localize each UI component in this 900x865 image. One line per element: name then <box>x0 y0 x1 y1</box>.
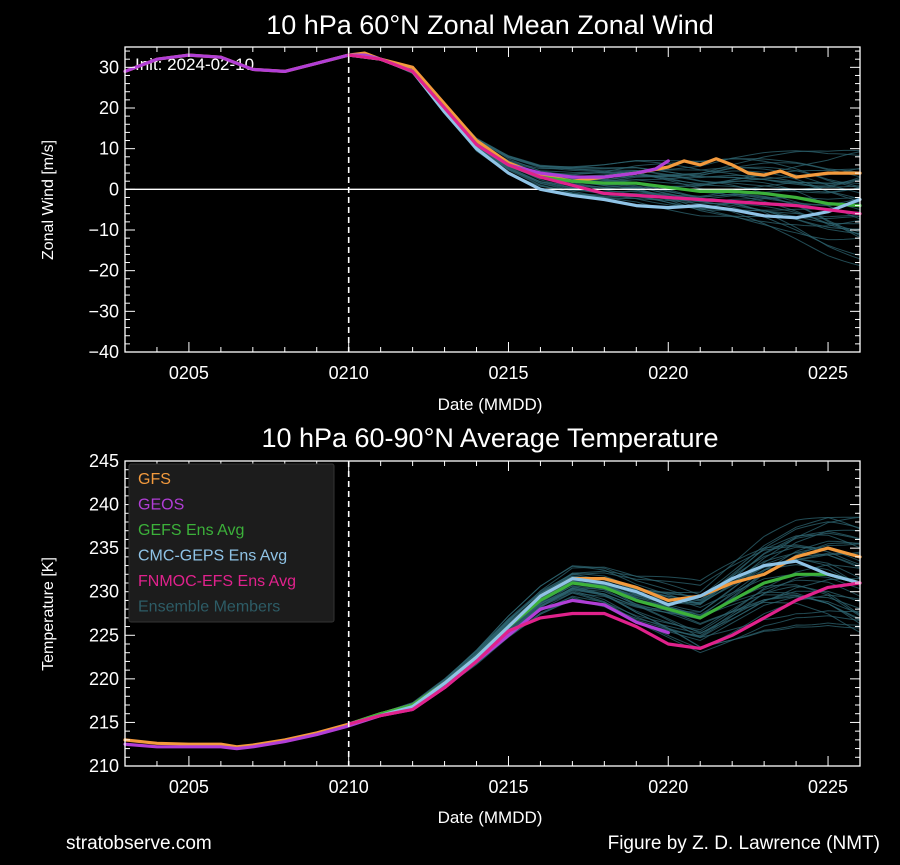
legend-entry: GFS <box>138 471 171 488</box>
y-tick-label: 230 <box>89 582 119 602</box>
y-tick-label: −30 <box>88 301 119 321</box>
y-tick-label: 225 <box>89 625 119 645</box>
legend: GFS GEOS GEFS Ens Avg CMC-GEPS Ens Avg FNMOC… <box>128 463 335 623</box>
wind-x-axis-label: Date (MMDD) <box>438 395 543 414</box>
ensemble-members <box>348 516 861 725</box>
ensemble-member-line <box>348 54 861 187</box>
y-tick-label: −40 <box>88 342 119 362</box>
y-tick-label: −10 <box>88 220 119 240</box>
ensemble-member-line <box>348 534 861 725</box>
y-tick-label: 30 <box>99 57 119 77</box>
footer-source: stratobserve.com <box>66 833 212 854</box>
footer-credit: Figure by Z. D. Lawrence (NMT) <box>607 833 880 854</box>
ensemble-member-line <box>348 596 861 725</box>
ensemble-member-line <box>348 54 861 211</box>
legend-entry: CMC-GEPS Ens Avg <box>138 548 287 565</box>
series-line-fnmoc-efs-ens-avg <box>347 581 862 726</box>
ensemble-member-line <box>348 591 861 725</box>
temp-y-axis-label: Temperature [K] <box>40 557 57 671</box>
x-tick-label: 0220 <box>648 363 688 383</box>
temp-x-axis-label: Date (MMDD) <box>438 808 543 827</box>
ensemble-member-line <box>348 54 861 177</box>
plot-frame <box>124 460 861 767</box>
x-tick-label: 0215 <box>488 777 528 797</box>
ensemble-member-line <box>348 54 861 173</box>
legend-entry: Ensemble Members <box>138 599 280 616</box>
ensemble-member-line <box>348 588 861 725</box>
x-tick-label: 0205 <box>169 363 209 383</box>
y-tick-label: 235 <box>89 538 119 558</box>
wind-panel: 10 hPa 60°N Zonal Mean Zonal Wind Zonal … <box>40 10 862 414</box>
temp-chart-title: 10 hPa 60-90°N Average Temperature <box>261 423 718 453</box>
series-line-cmc-geps-ens-avg <box>347 53 862 220</box>
y-tick-label: 10 <box>99 139 119 159</box>
y-tick-label: 0 <box>109 179 119 199</box>
y-tick-label: 210 <box>89 756 119 776</box>
wind-chart-title: 10 hPa 60°N Zonal Mean Zonal Wind <box>266 10 714 40</box>
y-tick-label: 20 <box>99 98 119 118</box>
series-line-cmc-geps-ens-avg <box>347 559 862 726</box>
series-line-geos <box>123 598 670 751</box>
ensemble-member-line <box>348 589 861 725</box>
x-tick-label: 0215 <box>488 363 528 383</box>
y-tick-label: −20 <box>88 261 119 281</box>
y-tick-label: 240 <box>89 495 119 515</box>
y-tick-label: 220 <box>89 669 119 689</box>
legend-box <box>128 463 335 623</box>
temperature-panel: 10 hPa 60-90°N Average Temperature Tempe… <box>40 423 862 827</box>
ensemble-member-line <box>348 54 861 183</box>
x-tick-label: 0220 <box>648 777 688 797</box>
x-tick-label: 0225 <box>808 363 848 383</box>
y-tick-label: 245 <box>89 451 119 471</box>
ensemble-member-line <box>348 54 861 187</box>
x-tick-label: 0225 <box>808 777 848 797</box>
plot-frame <box>124 46 861 353</box>
ensemble-member-line <box>348 54 861 178</box>
legend-entry: GEFS Ens Avg <box>138 522 244 539</box>
x-tick-label: 0205 <box>169 777 209 797</box>
ensemble-member-line <box>348 590 861 725</box>
x-tick-label: 0210 <box>329 777 369 797</box>
ensemble-member-line <box>348 54 861 188</box>
wind-y-axis-label: Zonal Wind [m/s] <box>40 140 57 260</box>
legend-entry: GEOS <box>138 497 184 514</box>
x-tick-label: 0210 <box>329 363 369 383</box>
y-tick-label: 215 <box>89 712 119 732</box>
legend-entry: FNMOC-EFS Ens Avg <box>138 573 296 590</box>
series-line-fnmoc-efs-ens-avg <box>347 53 862 216</box>
